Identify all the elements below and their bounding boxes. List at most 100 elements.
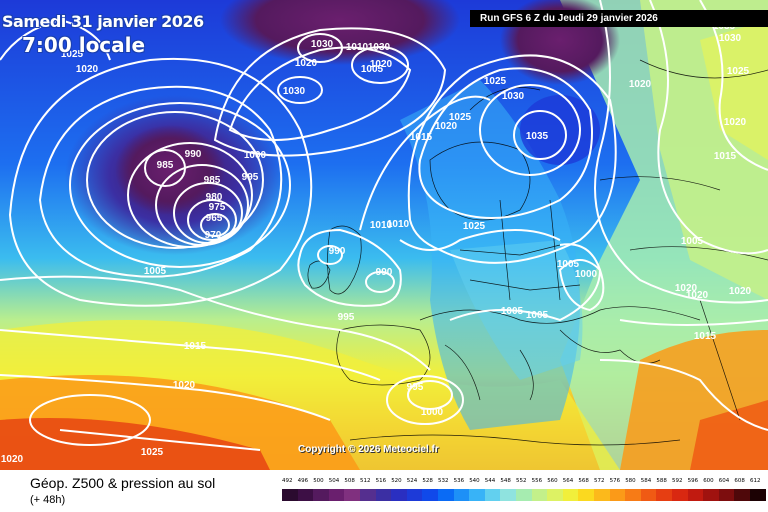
- scale-tick-label: 540: [469, 478, 480, 484]
- isobar-value-label: 990: [185, 149, 202, 160]
- scale-color-cell: [297, 489, 314, 501]
- forecast-date: Samedi 31 janvier 2026: [2, 12, 204, 31]
- isobar-value-label: 990: [329, 246, 346, 257]
- isobar-value-label: 1020: [370, 59, 393, 70]
- isobar-value-label: 985: [157, 160, 174, 171]
- scale-color-cell: [578, 489, 594, 501]
- scale-tick-label: 580: [625, 478, 636, 484]
- scale-color-cell: [547, 489, 563, 501]
- scale-color-cell: [328, 489, 345, 501]
- scale-tick-label: 536: [453, 478, 465, 484]
- isobar-value-label: 1000: [244, 150, 267, 161]
- isobar-value-label: 1005: [557, 259, 580, 270]
- isobar-value-label: 1025: [449, 112, 472, 123]
- scale-color-cell: [562, 489, 579, 501]
- scale-color-cell: [406, 489, 423, 501]
- isobar-value-label: 975: [209, 202, 226, 213]
- isobar-value-label: 1015: [410, 132, 433, 143]
- scale-color-cell: [313, 489, 329, 501]
- scale-color-cell: [687, 489, 704, 501]
- scale-color-cell: [484, 489, 501, 501]
- scale-tick-label: 560: [547, 478, 558, 484]
- isobar-value-label: 1010: [387, 219, 410, 230]
- isobar-value-label: 1020: [76, 64, 99, 75]
- isobar-value-label: 985: [204, 175, 221, 186]
- isobar-value-label: 1025: [61, 49, 84, 60]
- isobar-value-label: 1010: [346, 42, 369, 53]
- isobar-value-label: 1030: [368, 42, 391, 53]
- isobar-value-label: 1025: [484, 76, 507, 87]
- scale-color-cell: [438, 489, 454, 501]
- isobar-value-label: 1000: [575, 269, 598, 280]
- chart-title: Géop. Z500 & pression au sol: [30, 475, 216, 491]
- isobar-value-label: 980: [206, 192, 223, 203]
- isobar-value-label: 1005: [144, 266, 167, 277]
- scale-tick-label: 544: [484, 478, 496, 484]
- isobar-value-label: 995: [242, 172, 259, 183]
- scale-tick-label: 604: [718, 478, 730, 484]
- isobar-value-label: 995: [407, 382, 424, 393]
- isobar-value-label: 1020: [729, 286, 752, 297]
- isobar-value-label: 1020: [295, 58, 318, 69]
- scale-color-cell: [531, 489, 548, 501]
- isobar-value-label: 1005: [361, 64, 384, 75]
- scale-tick-label: 576: [609, 478, 621, 484]
- legend-footer: Géop. Z500 & pression au sol (+ 48h) 492…: [0, 470, 768, 512]
- scale-tick-label: 508: [344, 478, 355, 484]
- isobar-value-label: 1000: [421, 407, 444, 418]
- scale-color-cell: [750, 489, 766, 501]
- scale-tick-label: 512: [360, 478, 371, 484]
- scale-tick-label: 556: [531, 478, 543, 484]
- scale-color-cell: [625, 489, 641, 501]
- scale-tick-label: 568: [578, 478, 589, 484]
- model-run-label: Run GFS 6 Z du Jeudi 29 janvier 2026: [470, 10, 768, 27]
- isobar-value-label: 1030: [502, 91, 525, 102]
- isobar-labels: 1030 103010101020100510251020103010201030…: [1, 21, 752, 465]
- isobar-value-label: 1020: [629, 79, 652, 90]
- scale-tick-label: 548: [500, 478, 511, 484]
- isobar-value-label: 1025: [463, 221, 486, 232]
- isobar-value-label: 1010: [370, 220, 393, 231]
- scale-tick-label: 584: [640, 478, 652, 484]
- scale-color-cell: [609, 489, 626, 501]
- forecast-time: 7:00 locale: [22, 33, 146, 57]
- scale-color-cell: [391, 489, 407, 501]
- isobar-value-label: 1020: [1, 454, 24, 465]
- isobar-value-label: 1035: [526, 131, 549, 142]
- scale-color-cell: [594, 489, 610, 501]
- scale-color-cell: [344, 489, 360, 501]
- isobar-value-label: 1025: [141, 447, 164, 458]
- scale-tick-label: 516: [375, 478, 387, 484]
- scale-color-cell: [453, 489, 470, 501]
- scale-color-cell: [469, 489, 485, 501]
- scale-color-cell: [640, 489, 657, 501]
- isobar-value-label: 1020: [675, 283, 698, 294]
- isobar-value-label: 970: [205, 230, 222, 241]
- scale-tick-label: 564: [562, 478, 574, 484]
- isobar-value-label: 1020: [435, 121, 458, 132]
- isobar-value-label: 1005: [501, 306, 524, 317]
- scale-tick-label: 496: [297, 478, 309, 484]
- scale-tick-label: 552: [516, 478, 527, 484]
- scale-color-cell: [656, 489, 672, 501]
- isobar-value-label: 965: [206, 213, 223, 224]
- scale-tick-label: 600: [703, 478, 714, 484]
- scale-tick-label: 500: [313, 478, 324, 484]
- scale-color-cell: [375, 489, 392, 501]
- scale-tick-label: 588: [656, 478, 667, 484]
- scale-color-cell: [703, 489, 719, 501]
- isobar-value-label: 1020: [724, 117, 747, 128]
- scale-color-cell: [672, 489, 688, 501]
- scale-color-cell: [516, 489, 532, 501]
- scale-tick-label: 612: [750, 478, 761, 484]
- scale-color-cell: [718, 489, 735, 501]
- scale-tick-label: 504: [328, 478, 340, 484]
- forecast-lead-time: (+ 48h): [30, 494, 66, 506]
- isobar-value-label: 1030: [283, 86, 306, 97]
- scale-color-cell: [422, 489, 438, 501]
- scale-color-cell: [360, 489, 376, 501]
- scale-color-cell: [500, 489, 516, 501]
- isobar-value-label: 1005: [526, 310, 549, 321]
- isobar-value-label: 1015: [184, 341, 207, 352]
